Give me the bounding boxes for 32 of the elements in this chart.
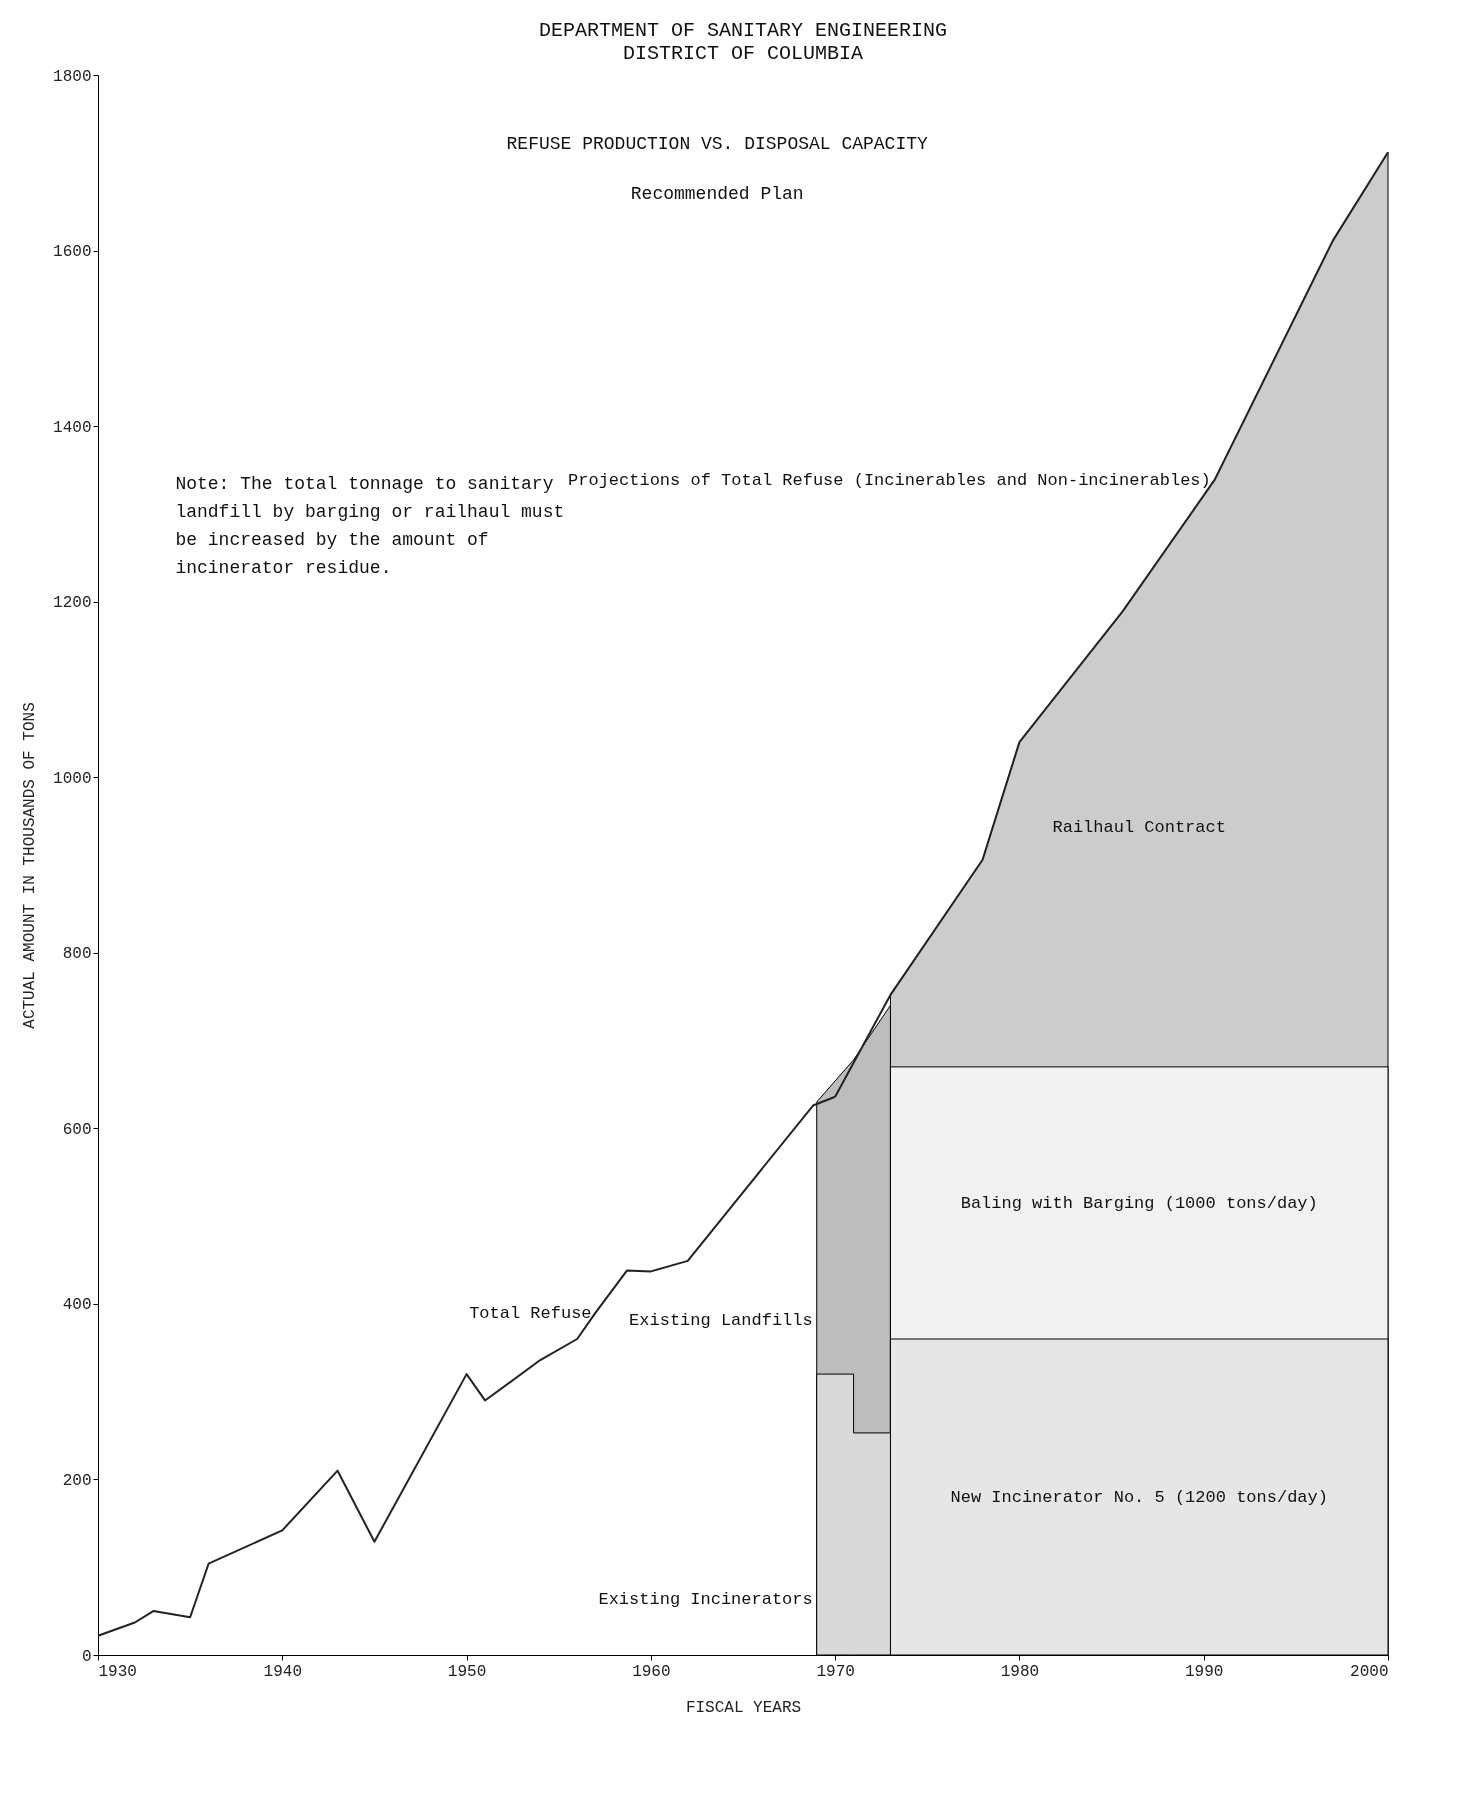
x-axis-title: FISCAL YEARS [685, 1698, 802, 1717]
series-label: Existing Incinerators [598, 1589, 813, 1609]
y-tick-label: 1000 [53, 769, 92, 788]
x-tick-label: 1990 [1185, 1662, 1224, 1681]
series-label: Existing Landfills [629, 1310, 813, 1330]
y-tick-label: 200 [62, 1471, 92, 1490]
y-tick-label: 400 [62, 1296, 92, 1315]
chart-title: DEPARTMENT OF SANITARY ENGINEERING [538, 19, 948, 42]
y-tick-label: 1200 [53, 594, 92, 613]
series-label: New Incinerator No. 5 (1200 tons/day) [950, 1488, 1328, 1507]
y-tick-label: 1800 [53, 67, 92, 86]
x-tick-label: 1940 [263, 1662, 302, 1681]
series-label: Baling with Barging (1000 tons/day) [960, 1193, 1318, 1213]
series-label: Railhaul Contract [1052, 818, 1226, 838]
x-tick-label: 1930 [98, 1662, 137, 1681]
series-label: Projections of Total Refuse (Incinerables and Non-incinerables) [568, 470, 1211, 490]
x-tick-label: 1970 [816, 1662, 855, 1681]
x-tick-label: 1980 [1000, 1662, 1040, 1681]
y-axis-title: ACTUAL AMOUNT IN THOUSANDS OF TONS [21, 702, 40, 1029]
annotation: Recommended Plan [630, 184, 804, 204]
y-tick-label: 800 [62, 945, 92, 964]
annotation: REFUSE PRODUCTION VS. DISPOSAL CAPACITY [506, 134, 929, 154]
series-label: Total Refuse [469, 1303, 592, 1323]
x-tick-label: 1950 [447, 1662, 487, 1681]
y-tick-label: 0 [81, 1647, 92, 1666]
y-tick-label: 600 [62, 1120, 92, 1139]
chart-subtitle: DISTRICT OF COLUMBIA [622, 42, 864, 65]
x-tick-label: 1960 [632, 1662, 671, 1681]
annotation: Note: The total tonnage to sanitary landfill by barging or railhaul must be increased by the amount of incinerator residue. [175, 474, 565, 578]
y-tick-label: 1600 [53, 243, 92, 262]
x-tick-label: 2000 [1350, 1662, 1389, 1681]
y-tick-label: 1400 [53, 418, 92, 437]
